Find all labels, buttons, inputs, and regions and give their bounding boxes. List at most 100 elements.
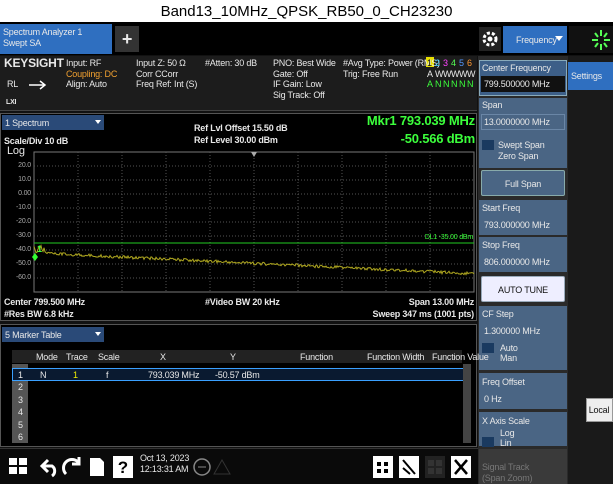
- key-value: 806.000000 MHz: [484, 257, 550, 267]
- span: Span 13.00 MHz: [408, 297, 474, 307]
- table-scrollbar[interactable]: [463, 364, 471, 443]
- gate-setting: PNO: Best Wide: [273, 58, 336, 68]
- auto-tune-key[interactable]: [481, 276, 565, 302]
- spectrum-window-menu[interactable]: [2, 115, 104, 130]
- key-label: X Axis Scale: [482, 416, 530, 426]
- impedance-setting: Corr CCorr: [136, 68, 178, 79]
- center-frequency-field[interactable]: [481, 76, 565, 92]
- key-value: 1.300000 MHz: [484, 326, 541, 336]
- instrument-tab[interactable]: [0, 24, 112, 54]
- avg-setting: Trig: Free Run: [343, 68, 398, 79]
- key-label: Center Frequency: [482, 63, 551, 73]
- display-line-label: DL1 -35.00 dBm: [424, 234, 473, 241]
- marker-table-menu[interactable]: [2, 327, 104, 342]
- row-number: 3: [18, 394, 23, 405]
- log-scale: Log: [7, 145, 25, 157]
- key-option: Log: [500, 428, 515, 438]
- rf-arrow: [29, 80, 47, 90]
- full-span-key[interactable]: [481, 170, 565, 196]
- marker-table-window: [0, 324, 477, 447]
- y-axis-label: -40.0: [16, 246, 31, 253]
- trace-indicator: N: [435, 79, 442, 89]
- stop-freq-key[interactable]: [479, 237, 567, 272]
- trace1-highlight: [426, 57, 434, 67]
- key-label: Stop Freq: [482, 240, 520, 250]
- table-cell: 793.039 MHz: [148, 370, 200, 380]
- instrument-mode: Swept SA: [3, 38, 41, 48]
- trace-indicator: W: [435, 68, 444, 79]
- table-header: Scale: [98, 352, 120, 362]
- row-number-column: [12, 364, 28, 443]
- trace: [33, 244, 475, 276]
- title-bar: [0, 0, 613, 22]
- span-key[interactable]: [479, 98, 567, 168]
- table-cell: f: [106, 370, 109, 380]
- key-option: Zero Span: [498, 151, 539, 161]
- row-number: 1: [18, 370, 23, 380]
- cf-step-key[interactable]: [479, 306, 567, 370]
- trace-indicator: N: [459, 79, 466, 89]
- key-value: 793.000000 MHz: [484, 220, 550, 230]
- key-label: Signal Track: [482, 462, 530, 472]
- sweep-time: Sweep 347 ms (1001 pts): [372, 309, 475, 319]
- lxi-label: LXI: [6, 99, 17, 106]
- avg-setting: #Avg Type: Power (RMS): [343, 58, 440, 68]
- key-option: Man: [500, 353, 517, 363]
- scale-per-div: Scale/Div 10 dB: [4, 136, 69, 146]
- menu-label: Frequency: [516, 35, 557, 45]
- y-axis-label: 0.00: [18, 190, 31, 197]
- marker-diamond: [32, 253, 38, 261]
- brand-logo: KEYSIGHT: [4, 56, 64, 70]
- settings-tab-label: Settings: [571, 71, 602, 81]
- center-frequency: Center 799.500 MHz: [4, 297, 85, 307]
- trace-indicator: W: [443, 68, 452, 79]
- gate-setting: Gate: Off: [273, 68, 308, 79]
- resolution-bandwidth: #Res BW 6.8 kHz: [4, 309, 74, 319]
- gear-icon: [482, 31, 498, 47]
- add-tab-label: +: [121, 29, 133, 49]
- cf-step-mode-bar: [482, 343, 494, 353]
- window-title: 5 Marker Table: [5, 330, 62, 340]
- key-label: CF Step: [482, 309, 514, 319]
- y-axis-label: -20.0: [16, 218, 31, 225]
- trace-indicator: 4: [451, 58, 456, 68]
- trace-indicator: N: [443, 79, 450, 89]
- window-title: 1 Spectrum: [5, 118, 50, 128]
- marker-frequency: Mkr1 793.039 MHz: [366, 113, 475, 128]
- trace-indicator: 6: [467, 58, 472, 68]
- window-caret: [95, 120, 101, 124]
- row-number: 2: [18, 382, 23, 393]
- menu-dropdown[interactable]: [503, 26, 567, 53]
- ref-level: Ref Level 30.00 dBm: [194, 135, 278, 145]
- key-option: Lin: [500, 438, 512, 448]
- x-axis-mode-bar: [482, 437, 494, 447]
- table-header: Function Value: [432, 352, 489, 362]
- key-label: Span: [482, 100, 503, 110]
- table-header: Mode: [36, 352, 58, 362]
- input-setting: Coupling: DC: [66, 68, 118, 79]
- start-freq-key[interactable]: [479, 200, 567, 235]
- impedance-setting: Input Z: 50 Ω: [136, 58, 186, 68]
- y-axis-label: -50.0: [16, 260, 31, 267]
- add-tab-button[interactable]: [115, 26, 139, 52]
- signal-track-key: [479, 449, 567, 484]
- key-option: Swept Span: [498, 140, 545, 150]
- taskbar-icons[interactable]: ?: [0, 448, 478, 484]
- key-value: 799.500000 MHz: [484, 79, 550, 89]
- freq-offset-key[interactable]: [479, 373, 567, 409]
- trace-indicator: W: [451, 68, 460, 79]
- span-mode-bar: [482, 140, 494, 150]
- svg-text:?: ?: [118, 458, 128, 477]
- trace-indicator: A: [427, 68, 433, 79]
- taskbar: [0, 448, 478, 484]
- span-field[interactable]: [481, 114, 565, 130]
- gate-setting: Sig Track: Off: [273, 89, 325, 100]
- table-header: X: [160, 352, 166, 362]
- instrument-name: Spectrum Analyzer 1: [3, 27, 83, 37]
- settings-tab[interactable]: [568, 62, 613, 90]
- table-cell: 1: [73, 370, 78, 380]
- row-number: 5: [18, 419, 23, 430]
- table-cell: -50.57 dBm: [215, 370, 260, 380]
